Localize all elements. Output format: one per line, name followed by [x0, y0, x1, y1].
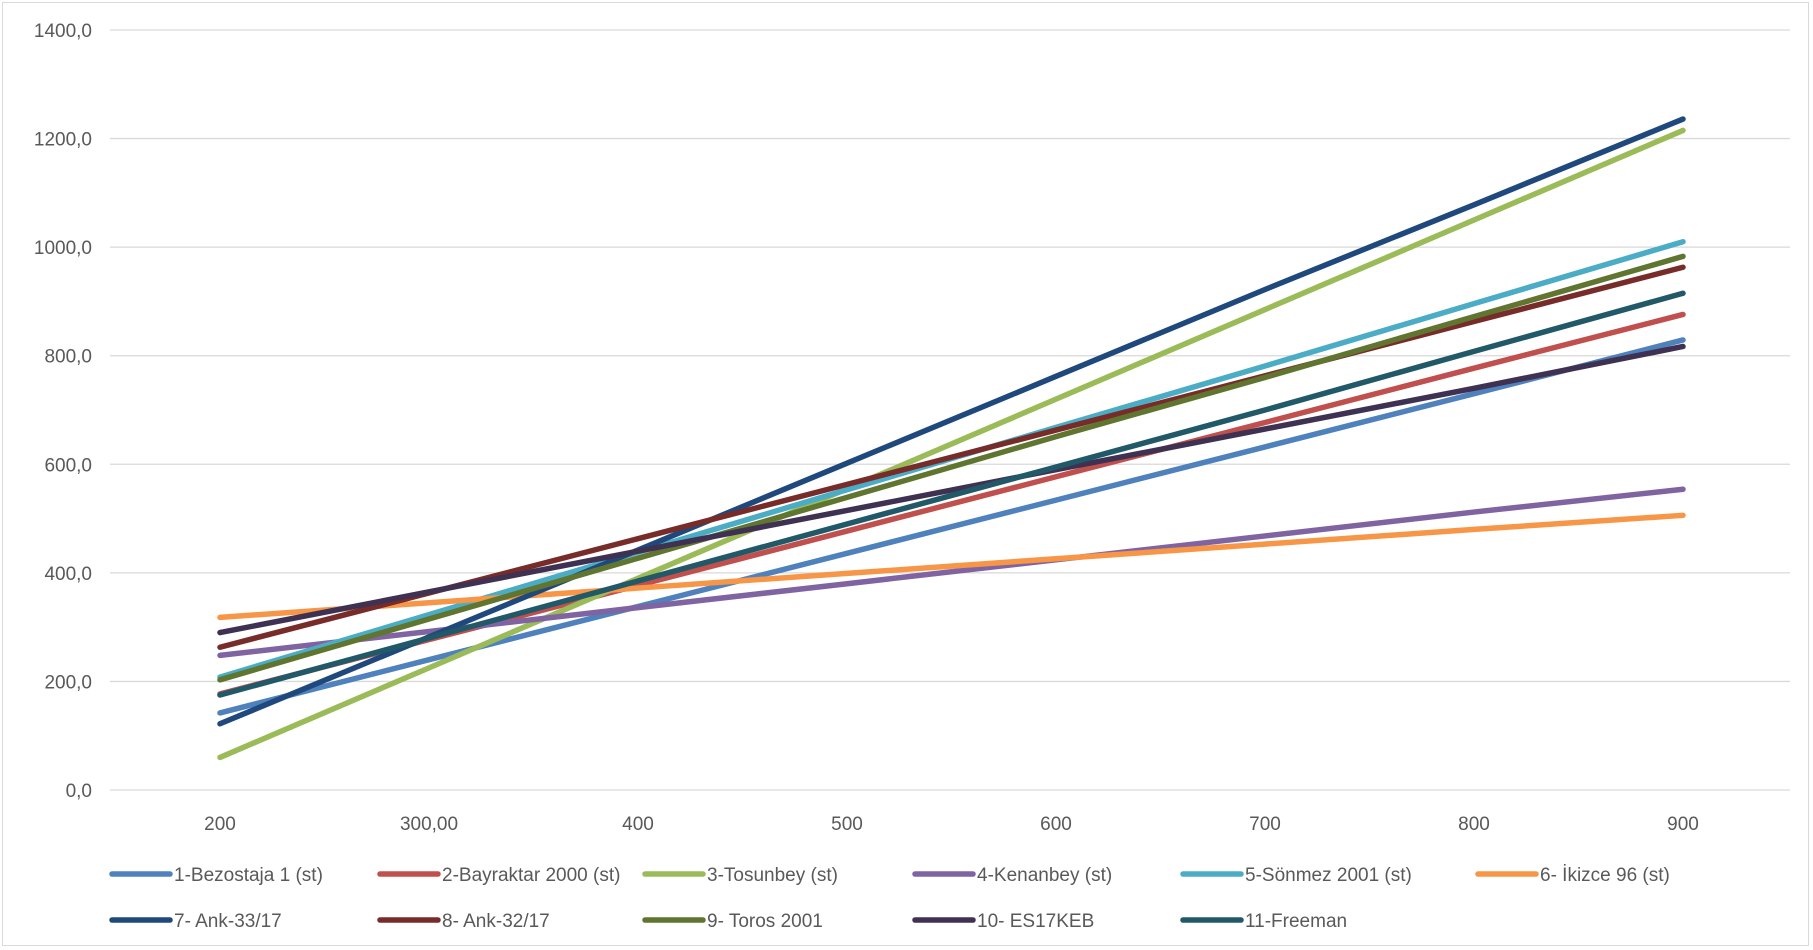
y-tick-label: 1000,0	[34, 238, 92, 259]
y-tick-label: 400,0	[44, 564, 92, 585]
y-tick-label: 800,0	[44, 347, 92, 368]
legend-label: 3-Tosunbey (st)	[707, 865, 838, 886]
series-line-1	[217, 337, 1686, 716]
legend-label: 10- ES17KEB	[977, 911, 1094, 932]
legend-label: 8- Ank-32/17	[442, 911, 550, 932]
legend-label: 6- İkizce 96 (st)	[1540, 865, 1670, 886]
x-tick-label: 800	[1458, 814, 1490, 835]
x-tick-label: 900	[1667, 814, 1699, 835]
series-line-3	[217, 127, 1686, 761]
y-tick-label: 200,0	[44, 672, 92, 693]
x-tick-label: 700	[1249, 814, 1281, 835]
series-line-9	[217, 253, 1686, 683]
legend-label: 11-Freeman	[1245, 911, 1347, 932]
y-tick-label: 600,0	[44, 455, 92, 476]
legend-label: 2-Bayraktar 2000 (st)	[442, 865, 620, 886]
series-line-6	[217, 512, 1686, 621]
x-tick-label: 500	[831, 814, 863, 835]
series-line-11	[217, 290, 1686, 698]
legend-label: 4-Kenanbey (st)	[977, 865, 1112, 886]
x-tick-label: 400	[622, 814, 654, 835]
y-tick-label: 1200,0	[34, 130, 92, 151]
series-line-10	[217, 343, 1686, 636]
legend-label: 7- Ank-33/17	[174, 911, 282, 932]
legend-label: 1-Bezostaja 1 (st)	[174, 865, 323, 886]
x-tick-label: 300,00	[400, 814, 458, 835]
y-tick-label: 0,0	[66, 781, 92, 802]
x-tick-label: 200	[204, 814, 236, 835]
series-line-7	[217, 116, 1686, 727]
x-tick-label: 600	[1040, 814, 1072, 835]
legend-label: 5-Sönmez 2001 (st)	[1245, 865, 1412, 886]
legend-label: 9- Toros 2001	[707, 911, 823, 932]
y-tick-label: 1400,0	[34, 21, 92, 42]
